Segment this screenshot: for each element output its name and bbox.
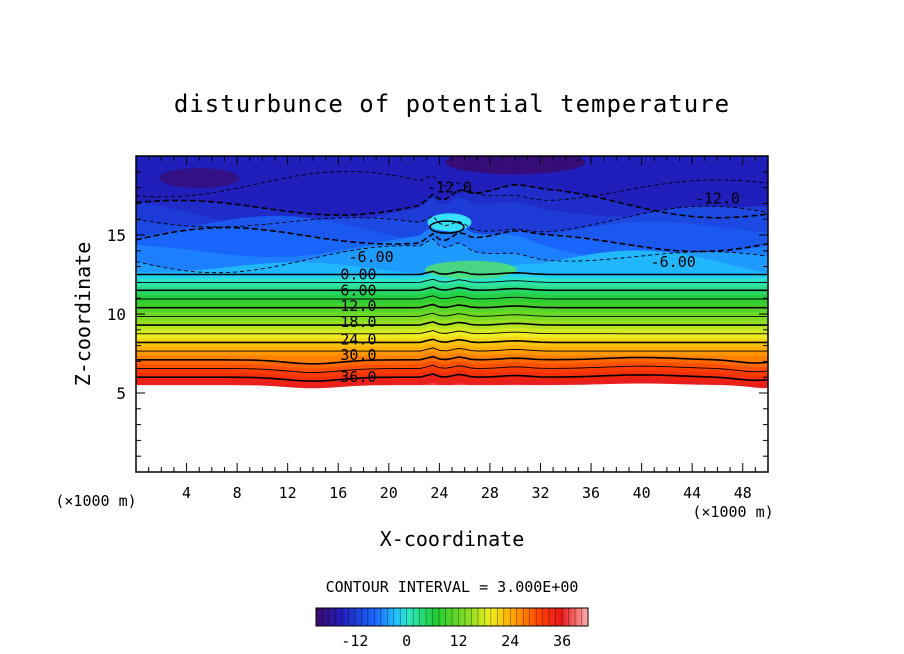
x-unit-right: (×1000 m) [692, 503, 773, 521]
x-tick-label: 4 [182, 484, 191, 502]
colorbar-tick-label: 0 [402, 632, 411, 650]
plot-area [136, 156, 768, 472]
colorbar-tick-label: 12 [449, 632, 467, 650]
contour-label: 24.0 [340, 330, 376, 348]
colored-field [136, 156, 768, 472]
x-axis-label: X-coordinate [380, 527, 525, 551]
x-unit-left: (×1000 m) [55, 492, 136, 510]
contour-line [136, 338, 768, 344]
contour-line [136, 278, 768, 283]
colorbar-tick-label: -12 [341, 632, 368, 650]
contour-label: -6.00 [349, 248, 394, 266]
contour-labels: 36.030.024.018.012.06.000.00-6.00 -6.00-1… [340, 179, 740, 387]
contour-line [136, 303, 768, 309]
contour-line [136, 364, 768, 373]
contour-line [136, 286, 768, 292]
x-tick-label: 28 [481, 484, 499, 502]
colorbar-tick-label: 36 [553, 632, 571, 650]
x-tick-label: 36 [582, 484, 600, 502]
contour-lines [136, 170, 768, 382]
contour-line [136, 205, 768, 233]
contour-line [136, 321, 768, 326]
colorbar-tick-label: 24 [501, 632, 519, 650]
contour-line [136, 183, 768, 219]
x-tick-label: 12 [279, 484, 297, 502]
contour-label: 0.00 [340, 266, 376, 284]
contour-line [136, 355, 768, 365]
y-tick-label: 5 [116, 384, 126, 403]
contour-line [136, 330, 768, 335]
contour-label: 6.00 [340, 281, 376, 299]
contour-label: 18.0 [340, 313, 376, 331]
x-tick-label: 8 [233, 484, 242, 502]
contour-line [136, 295, 768, 300]
x-tick-label: 20 [380, 484, 398, 502]
y-tick-label: 15 [107, 226, 126, 245]
y-axis: 5 10 15 [107, 171, 768, 457]
x-tick-label: 32 [531, 484, 549, 502]
y-axis-label: Z-coordinate [71, 242, 95, 387]
x-tick-label: 24 [430, 484, 448, 502]
contour-label: -6.00 [651, 253, 696, 271]
contour-line [136, 373, 768, 382]
contour-line [136, 170, 768, 201]
contour-label: 12.0 [340, 297, 376, 315]
x-tick-label: 16 [329, 484, 347, 502]
contour-line [136, 238, 768, 274]
contour-label: -12.0 [695, 190, 740, 208]
colorbar: -12 0 12 24 36 [315, 607, 589, 650]
y-tick-label: 10 [107, 305, 126, 324]
contour-line [136, 347, 768, 352]
x-tick-label: 48 [734, 484, 752, 502]
x-axis: 4 8 12 16 20 24 28 32 36 40 44 48 [148, 156, 756, 502]
contour-label: -12.0 [427, 179, 472, 197]
contour-line [136, 312, 768, 317]
contour-label: 30.0 [340, 346, 376, 364]
chart-title: disturbunce of potential temperature [174, 90, 730, 118]
contour-line [136, 270, 768, 276]
contour-label: 36.0 [340, 368, 376, 386]
x-tick-label: 40 [633, 484, 651, 502]
x-tick-label: 44 [683, 484, 701, 502]
contour-interval-text: CONTOUR INTERVAL = 3.000E+00 [326, 578, 579, 596]
